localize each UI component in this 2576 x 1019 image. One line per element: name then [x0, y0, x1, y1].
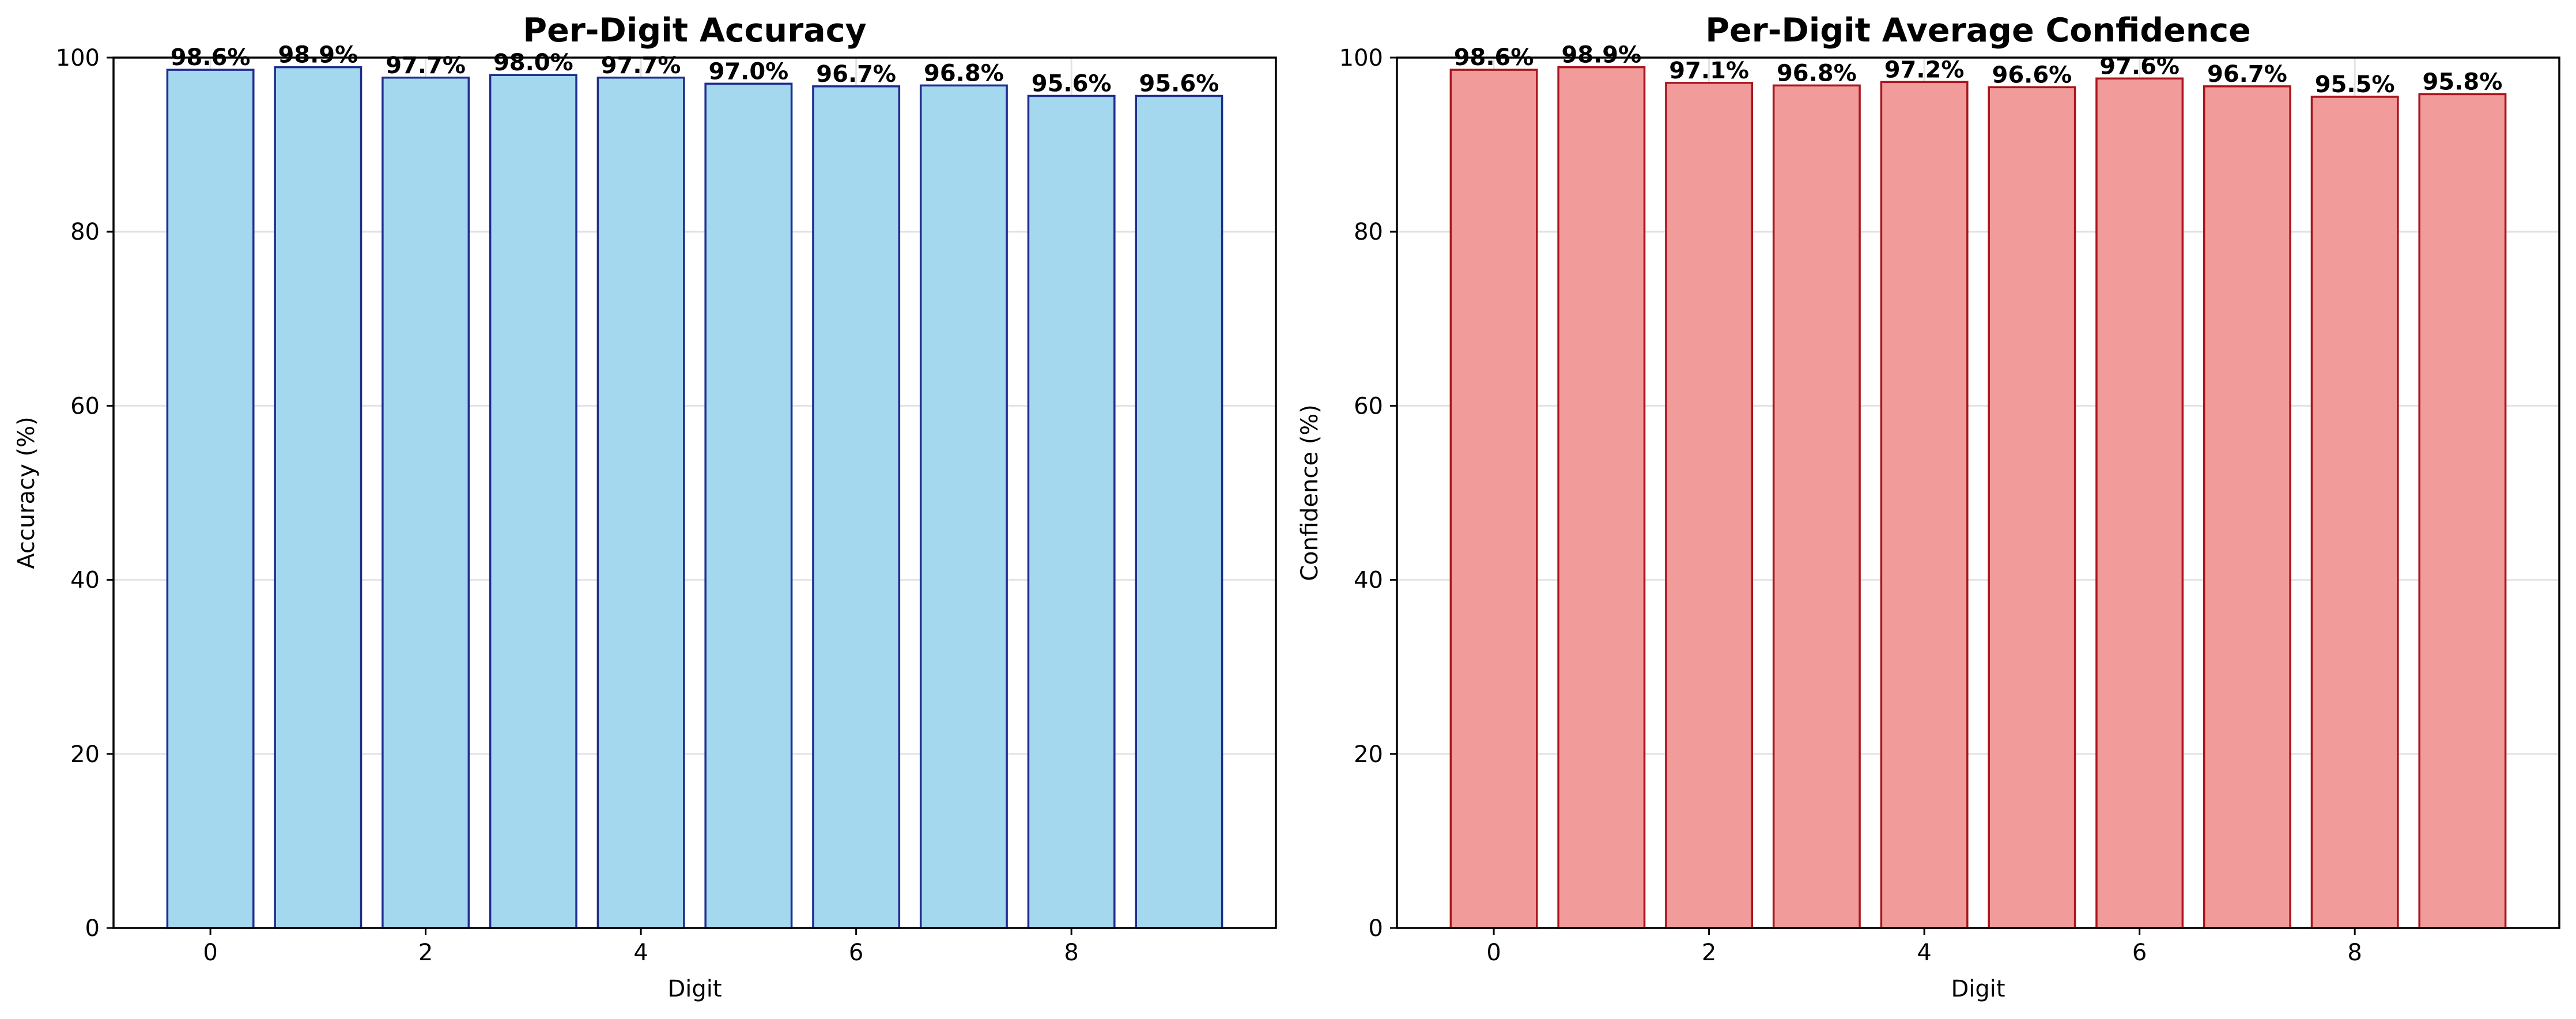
bar-value-label: 97.2%	[1884, 56, 1965, 83]
bar-value-label: 96.7%	[816, 61, 896, 88]
bar-value-label: 97.0%	[708, 58, 788, 85]
bar-digit-3	[489, 74, 577, 929]
plot-frame	[112, 56, 1277, 929]
bar-value-label: 97.7%	[601, 52, 681, 79]
bar-digit-2	[1665, 82, 1754, 929]
bar-value-label: 98.9%	[1561, 42, 1641, 69]
bar-digit-0	[1449, 69, 1538, 929]
y-tick-label: 40	[1354, 567, 1383, 594]
bar-digit-1	[274, 66, 362, 929]
bar-digit-2	[382, 77, 470, 929]
bar-digit-8	[1027, 94, 1116, 929]
chart-title: Per-Digit Accuracy	[523, 12, 866, 50]
y-axis-label: Confidence (%)	[1297, 404, 1323, 581]
bar-value-label: 97.7%	[386, 52, 466, 79]
chart-panel-0: 98.6% 98.9% 97.7% 98.0% 97.7% 97.0% 96.7% 96.8%…	[13, 12, 1277, 1002]
bar-digit-4	[596, 77, 685, 929]
x-tick-label: 8	[1064, 940, 1078, 966]
y-tick-label: 100	[1339, 45, 1383, 71]
x-tick-label: 0	[1486, 940, 1501, 966]
bar-value-label: 98.9%	[278, 42, 358, 69]
x-tick-label: 6	[849, 940, 863, 966]
x-tick-label: 4	[633, 940, 648, 966]
x-tick-label: 0	[203, 940, 217, 966]
x-tick-label: 2	[418, 940, 433, 966]
bar-value-label: 96.7%	[2207, 61, 2287, 88]
y-tick-label: 100	[56, 45, 100, 71]
y-axis-label: Accuracy (%)	[13, 416, 40, 569]
y-tick-label: 60	[1354, 393, 1383, 419]
bar-value-label: 95.8%	[2423, 69, 2503, 95]
bar-digit-6	[2095, 77, 2184, 929]
bar-digit-9	[1135, 94, 1223, 929]
y-tick-label: 80	[70, 219, 100, 245]
bar-digit-3	[1772, 84, 1861, 929]
bar-value-label: 96.6%	[1992, 62, 2072, 88]
bar-digit-1	[1557, 66, 1646, 929]
y-tick-label: 20	[1354, 741, 1383, 768]
bar-digit-0	[166, 69, 255, 929]
chart-panel-1: 98.6% 98.9%97.1% 96.8% 97.2% 96.6% 97.6% 96.7%…	[1297, 12, 2560, 1002]
bar-value-label: 98.0%	[493, 50, 573, 76]
x-tick-label: 8	[2347, 940, 2362, 966]
bar-digit-7	[2203, 85, 2291, 929]
y-tick-label: 0	[1369, 915, 1383, 942]
y-tick-label: 0	[85, 915, 100, 942]
x-axis-label: Digit	[667, 976, 722, 1002]
plot-frame	[1396, 56, 2560, 929]
bar-digit-9	[2418, 93, 2507, 929]
bar-digit-5	[1988, 86, 2076, 929]
x-tick-label: 6	[2132, 940, 2147, 966]
y-tick-label: 40	[70, 567, 100, 594]
bar-digit-4	[1880, 81, 1969, 929]
y-tick-label: 80	[1354, 219, 1383, 245]
bar-value-label: 97.1%	[1669, 58, 1749, 84]
bar-value-label: 95.6%	[1139, 70, 1219, 97]
x-tick-label: 2	[1702, 940, 1716, 966]
chart-title: Per-Digit Average Confidence	[1705, 12, 2251, 50]
y-tick-label: 20	[70, 741, 100, 768]
bar-digit-6	[812, 85, 901, 929]
bar-digit-8	[2310, 96, 2399, 929]
x-tick-label: 4	[1917, 940, 1931, 966]
bar-value-label: 95.6%	[1032, 70, 1112, 97]
bar-value-label: 95.5%	[2315, 71, 2395, 98]
x-axis-label: Digit	[1951, 976, 2005, 1002]
bar-value-label: 96.8%	[924, 60, 1004, 86]
bar-digit-5	[704, 82, 793, 929]
bar-value-label: 96.8%	[1777, 60, 1857, 86]
y-tick-label: 60	[70, 393, 100, 419]
bar-digit-7	[919, 84, 1008, 929]
